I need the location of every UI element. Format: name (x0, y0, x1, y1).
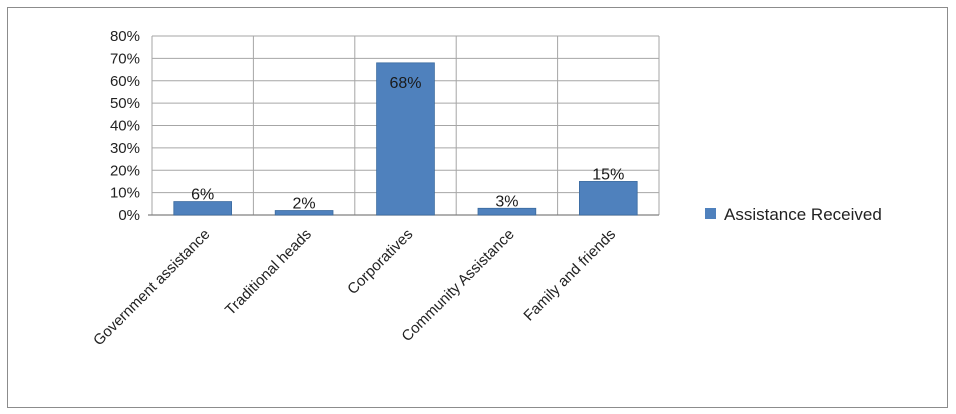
y-axis-tick-labels: 0% 10% 20% 30% 40% 50% 60% 70% 80% (110, 28, 140, 224)
y-tick-label: 30% (110, 140, 140, 157)
category-label-government-assistance: Government assistance (90, 226, 213, 349)
y-tick-label: 10% (110, 185, 140, 202)
data-labels: 6% 2% 68% 3% 15% (191, 75, 624, 213)
gridlines (148, 35, 660, 216)
bar-corporatives (376, 62, 435, 216)
y-tick-label: 40% (110, 118, 140, 135)
bar-traditional-heads (274, 210, 334, 216)
category-label-community-assistance: Community Assistance (398, 226, 517, 345)
bar-family-and-friends (579, 181, 638, 216)
category-label-family-and-friends: Family and friends (520, 226, 619, 325)
y-tick-label: 70% (110, 50, 140, 67)
data-label-family-and-friends: 15% (592, 166, 624, 183)
y-tick-label: 50% (110, 95, 140, 112)
data-label-government-assistance: 6% (191, 187, 214, 204)
y-tick-label: 80% (110, 28, 140, 45)
data-label-corporatives: 68% (389, 75, 421, 92)
y-tick-label: 60% (110, 73, 140, 90)
x-axis-category-labels: Government assistance Traditional heads Co… (90, 226, 619, 349)
category-label-corporatives: Corporatives (344, 226, 416, 298)
legend: Assistance Received (705, 205, 882, 224)
bar-government-assistance (173, 201, 232, 216)
chart-frame (7, 7, 948, 408)
data-label-community-assistance: 3% (495, 193, 518, 210)
category-label-traditional-heads: Traditional heads (222, 226, 315, 319)
y-tick-label: 20% (110, 162, 140, 179)
data-label-traditional-heads: 2% (293, 196, 316, 213)
y-tick-label: 0% (118, 207, 140, 224)
legend-swatch (705, 208, 716, 219)
bars (173, 62, 638, 216)
legend-label-assistance-received: Assistance Received (724, 205, 882, 224)
bar-community-assistance (477, 207, 537, 216)
